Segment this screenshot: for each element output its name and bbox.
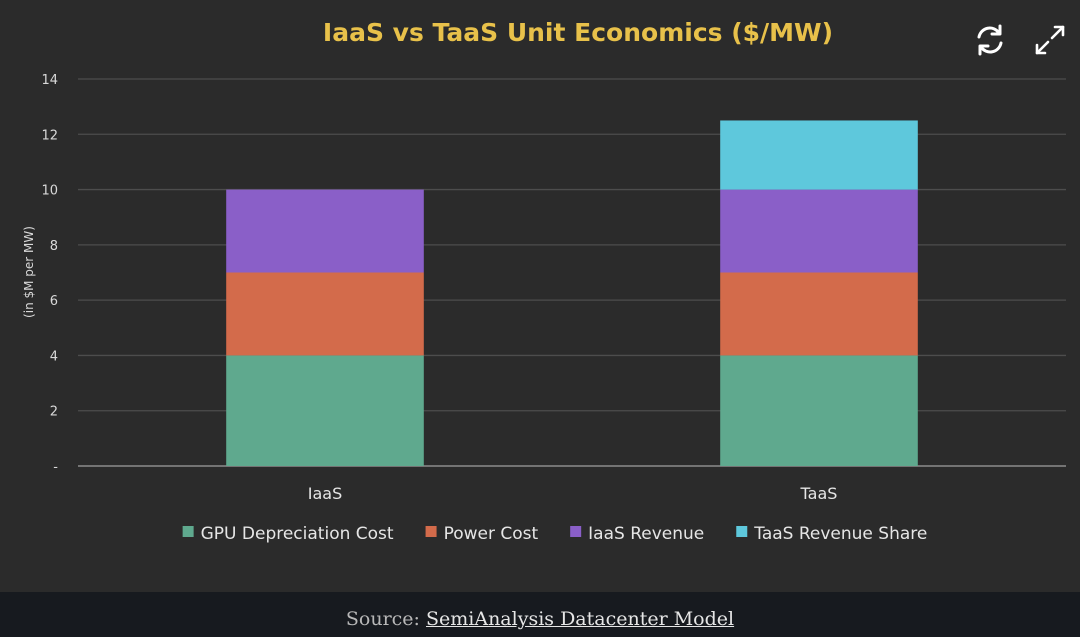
source-prefix: Source: bbox=[345, 608, 420, 630]
chart-title: IaaS vs TaaS Unit Economics ($/MW) bbox=[323, 18, 833, 47]
refresh-button[interactable] bbox=[970, 20, 1010, 60]
source-link[interactable]: SemiAnalysis Datacenter Model bbox=[426, 608, 735, 630]
legend-item: TaaS Revenue Share bbox=[736, 524, 927, 544]
y-axis-ticks: - 2 4 6 8 10 12 14 bbox=[41, 73, 58, 475]
bar-segment-taas-iaas-revenue bbox=[720, 189, 918, 273]
legend-swatch bbox=[425, 526, 437, 537]
refresh-icon bbox=[977, 24, 1003, 56]
legend-item: Power Cost bbox=[425, 524, 539, 544]
expand-icon bbox=[1035, 25, 1065, 55]
legend-item: IaaS Revenue bbox=[570, 524, 704, 544]
y-tick-label: 10 bbox=[41, 184, 58, 199]
legend: GPU Depreciation Cost Power Cost IaaS Reve… bbox=[182, 524, 927, 544]
legend-label: TaaS Revenue Share bbox=[753, 524, 927, 544]
x-tick-label: IaaS bbox=[308, 484, 342, 503]
legend-label: IaaS Revenue bbox=[588, 524, 704, 544]
bar-segment-iaas-iaas-revenue bbox=[226, 189, 424, 273]
y-tick-label: 4 bbox=[50, 349, 58, 364]
bar-segment-iaas-gpu-depreciation-cost bbox=[226, 355, 424, 466]
legend-item: GPU Depreciation Cost bbox=[182, 524, 394, 544]
bars bbox=[226, 120, 918, 466]
x-axis-ticks: IaaS TaaS bbox=[308, 484, 838, 503]
y-tick-label: 14 bbox=[41, 73, 58, 88]
chart: IaaS vs TaaS Unit Economics ($/MW) (in $… bbox=[22, 18, 1066, 544]
y-tick-label: 6 bbox=[50, 294, 58, 309]
x-tick-label: TaaS bbox=[800, 484, 838, 503]
y-tick-label: - bbox=[53, 460, 58, 475]
y-axis-label: (in $M per MW) bbox=[22, 226, 36, 318]
source-caption: Source: SemiAnalysis Datacenter Model bbox=[0, 592, 1080, 637]
legend-label: Power Cost bbox=[444, 524, 539, 544]
y-tick-label: 2 bbox=[50, 405, 58, 420]
bar-segment-taas-taas-revenue-share bbox=[720, 120, 918, 190]
y-tick-label: 8 bbox=[50, 239, 58, 254]
bar-segment-iaas-power-cost bbox=[226, 272, 424, 356]
chart-panel: IaaS vs TaaS Unit Economics ($/MW) (in $… bbox=[0, 0, 1080, 592]
expand-button[interactable] bbox=[1030, 20, 1070, 60]
bar-segment-taas-gpu-depreciation-cost bbox=[720, 355, 918, 466]
bar-segment-taas-power-cost bbox=[720, 272, 918, 356]
legend-label: GPU Depreciation Cost bbox=[201, 524, 394, 544]
y-tick-label: 12 bbox=[41, 128, 58, 143]
legend-swatch bbox=[182, 526, 194, 537]
legend-swatch bbox=[570, 526, 582, 537]
legend-swatch bbox=[736, 526, 748, 537]
